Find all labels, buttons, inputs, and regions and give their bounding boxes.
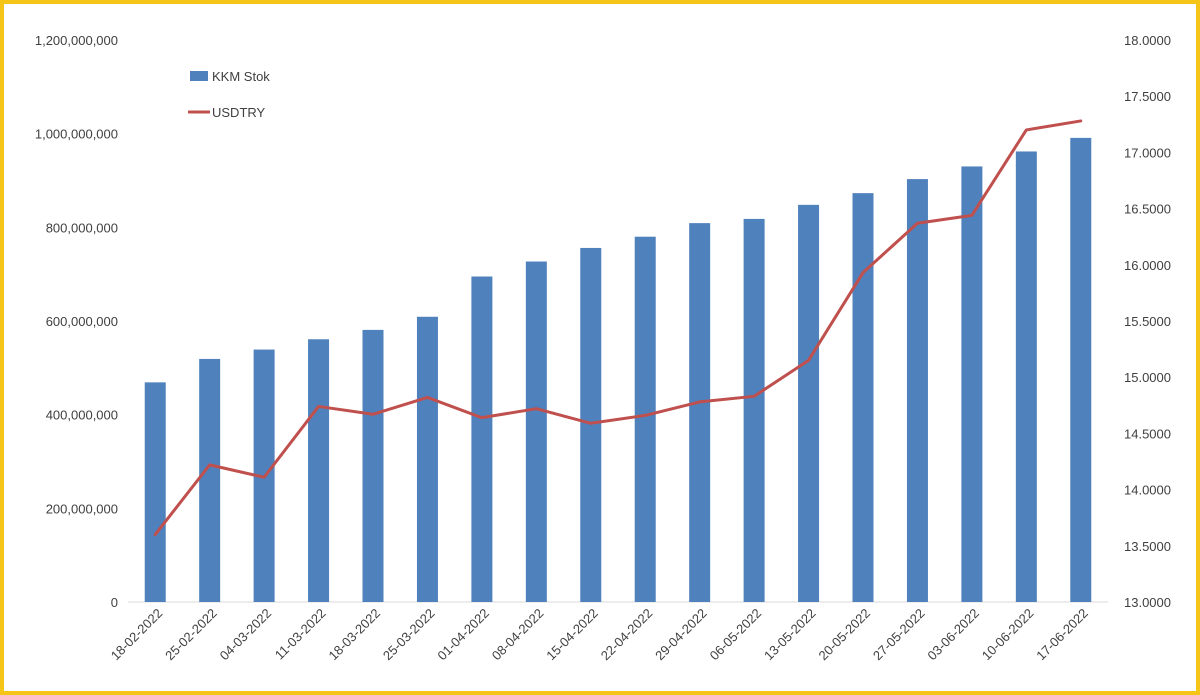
legend-label-usdtry: USDTRY (212, 105, 266, 120)
left-tick-label: 400,000,000 (46, 408, 118, 423)
left-tick-label: 1,200,000,000 (35, 33, 118, 48)
left-tick-label: 200,000,000 (46, 501, 118, 516)
bar (199, 358, 221, 602)
bar (308, 339, 330, 602)
x-tick-label: 17-06-2022 (1033, 606, 1091, 664)
right-axis: 13.0000 13.5000 14.0000 14.5000 15.0000 15.50… (1124, 33, 1171, 610)
x-tick-label: 25-03-2022 (380, 606, 438, 664)
x-tick-label: 18-02-2022 (108, 606, 166, 664)
bar (798, 204, 820, 602)
right-tick-label: 15.0000 (1124, 370, 1171, 385)
right-tick-label: 16.0000 (1124, 258, 1171, 273)
x-tick-label: 11-03-2022 (272, 606, 329, 663)
x-tick-label: 15-04-2022 (543, 606, 601, 664)
legend-swatch-kkm-stok (190, 71, 208, 81)
right-tick-label: 18.0000 (1124, 33, 1171, 48)
bar (961, 166, 983, 602)
right-tick-label: 14.0000 (1124, 483, 1171, 498)
line-series-usdtry (153, 119, 1083, 537)
bar (743, 218, 765, 603)
left-tick-label: 600,000,000 (46, 314, 118, 329)
bar-series (144, 137, 1092, 603)
x-tick-label: 06-05-2022 (707, 606, 765, 664)
x-tick-label: 04-03-2022 (217, 606, 275, 664)
bar (416, 316, 438, 602)
bar (580, 247, 602, 602)
x-tick-label: 10-06-2022 (979, 606, 1037, 664)
x-tick-label: 22-04-2022 (598, 606, 656, 664)
x-tick-label: 27-05-2022 (870, 606, 928, 664)
left-axis: 0 200,000,000 400,000,000 600,000,000 800,00… (35, 33, 118, 610)
right-tick-label: 14.5000 (1124, 426, 1171, 441)
left-tick-label: 0 (111, 595, 118, 610)
x-tick-label: 29-04-2022 (652, 606, 710, 664)
bar (525, 261, 547, 602)
right-tick-label: 17.5000 (1124, 89, 1171, 104)
bar (852, 193, 874, 602)
right-tick-label: 17.0000 (1124, 145, 1171, 160)
right-tick-label: 13.5000 (1124, 539, 1171, 554)
x-tick-label: 08-04-2022 (489, 606, 547, 664)
bar (144, 382, 166, 602)
legend: KKM Stok USDTRY (188, 69, 270, 120)
bar (689, 223, 711, 602)
x-tick-label: 20-05-2022 (815, 606, 873, 664)
bar (471, 276, 493, 602)
bar (362, 329, 384, 602)
x-tick-label: 01-04-2022 (434, 606, 492, 664)
x-tick-label: 25-02-2022 (162, 606, 220, 664)
x-tick-label: 18-03-2022 (325, 606, 383, 664)
bar (1015, 151, 1037, 603)
right-tick-label: 15.5000 (1124, 314, 1171, 329)
bar (1070, 137, 1092, 603)
bar (906, 179, 928, 602)
right-tick-label: 16.5000 (1124, 202, 1171, 217)
bar (634, 236, 656, 602)
legend-label-kkm-stok: KKM Stok (212, 69, 270, 84)
x-tick-label: 03-06-2022 (924, 606, 982, 664)
x-tick-label: 13-05-2022 (761, 606, 819, 664)
left-tick-label: 1,000,000,000 (35, 127, 118, 142)
right-tick-label: 13.0000 (1124, 595, 1171, 610)
x-axis: 18-02-202225-02-202204-03-202211-03-2022… (108, 606, 1091, 664)
left-tick-label: 800,000,000 (46, 220, 118, 235)
